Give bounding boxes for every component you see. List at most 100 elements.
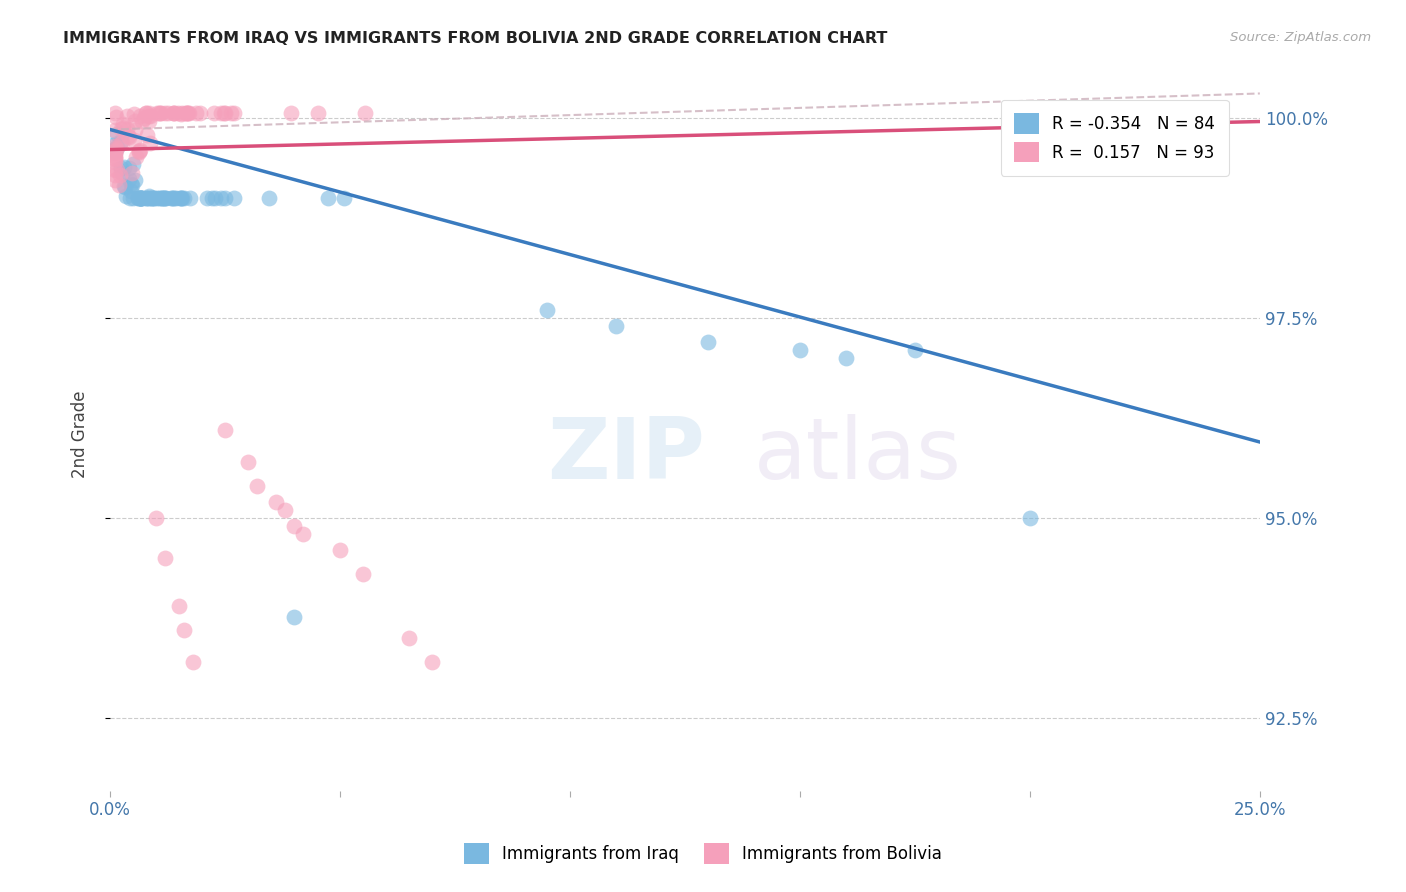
Point [105,141,128,155]
Legend: Immigrants from Iraq, Immigrants from Bolivia: Immigrants from Iraq, Immigrants from Bo… [457,837,949,871]
Point [236,455,259,469]
Point [122,133,145,147]
Point [264,495,287,509]
Point [354,106,377,120]
Point [129,143,152,157]
Point [124,150,146,164]
Point [173,191,195,205]
Point [120,177,142,191]
Point [105,127,128,141]
Point [124,123,146,137]
Point [104,138,127,153]
Point [169,191,191,205]
Point [118,161,141,175]
Point [163,106,186,120]
Y-axis label: 2nd Grade: 2nd Grade [72,391,89,478]
Point [307,106,329,120]
Point [214,191,236,205]
Point [111,136,134,150]
Point [146,191,169,205]
Point [110,135,132,149]
Point [127,191,149,205]
Point [104,123,127,137]
Text: atlas: atlas [754,414,962,497]
Point [104,136,127,151]
Point [420,656,443,670]
Point [105,163,128,178]
Point [195,191,218,205]
Point [214,106,236,120]
Point [179,191,201,205]
Point [124,113,146,128]
Point [139,191,162,205]
Point [104,154,127,169]
Point [110,122,132,136]
Point [131,191,153,205]
Point [129,191,152,205]
Point [155,106,177,120]
Point [153,191,176,205]
Point [104,151,127,165]
Point [121,178,143,193]
Point [141,191,163,205]
Point [136,128,159,142]
Point [170,191,193,205]
Point [104,142,127,156]
Point [352,567,374,582]
Point [172,191,194,205]
Point [201,191,224,205]
Point [155,551,177,566]
Point [112,179,135,194]
Point [117,128,139,143]
Point [138,191,160,205]
Point [153,191,176,205]
Point [202,106,225,120]
Point [143,191,166,205]
Point [122,191,145,205]
Point [904,343,927,357]
Point [222,106,245,120]
Legend: R = -0.354   N = 84, R =  0.157   N = 93: R = -0.354 N = 84, R = 0.157 N = 93 [1001,100,1229,176]
Point [135,191,157,205]
Point [162,106,184,120]
Point [115,188,138,202]
Point [124,173,146,187]
Point [108,136,131,151]
Point [104,153,127,167]
Point [160,191,183,205]
Point [142,191,165,205]
Point [697,334,720,349]
Point [104,145,127,160]
Point [283,610,305,624]
Point [148,106,170,120]
Point [148,191,170,205]
Point [222,191,245,205]
Point [128,144,150,158]
Point [166,106,188,120]
Point [120,191,142,205]
Point [108,178,131,192]
Point [104,148,127,162]
Point [150,191,173,205]
Text: IMMIGRANTS FROM IRAQ VS IMMIGRANTS FROM BOLIVIA 2ND GRADE CORRELATION CHART: IMMIGRANTS FROM IRAQ VS IMMIGRANTS FROM … [63,31,887,46]
Point [1019,511,1042,525]
Point [214,423,236,437]
Point [149,106,172,120]
Point [135,106,157,120]
Point [214,106,236,120]
Point [127,191,149,205]
Point [128,109,150,123]
Point [219,106,242,120]
Point [131,114,153,128]
Point [170,191,193,205]
Point [112,160,135,174]
Point [283,519,305,533]
Point [163,191,186,205]
Point [141,191,163,205]
Point [157,106,180,120]
Point [122,157,145,171]
Point [104,162,127,177]
Point [172,106,194,120]
Point [120,184,142,198]
Point [138,113,160,128]
